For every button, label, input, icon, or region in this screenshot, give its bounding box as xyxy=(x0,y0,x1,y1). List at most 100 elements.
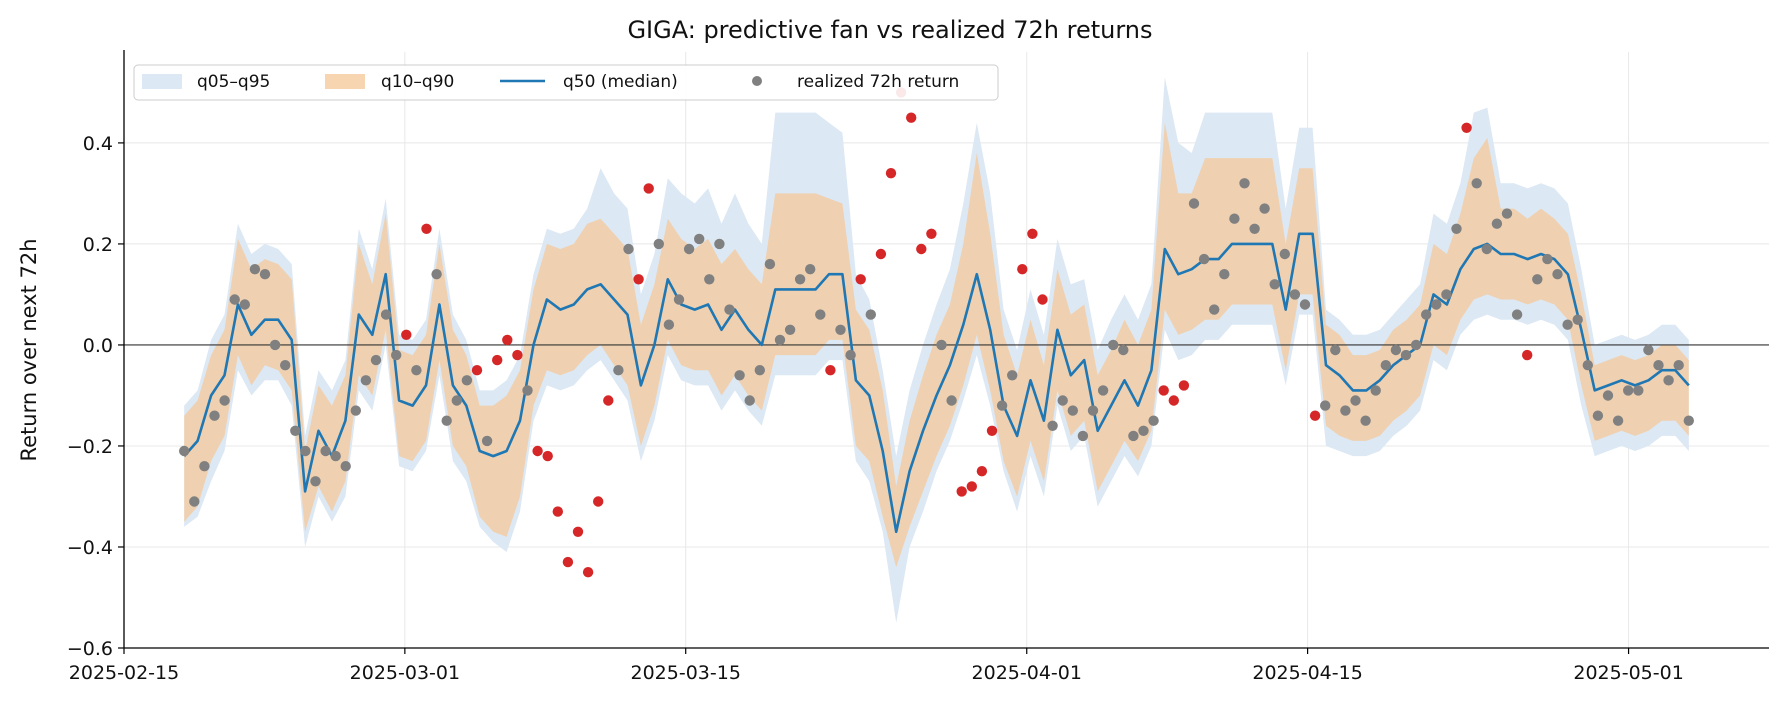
realized-point xyxy=(825,365,836,376)
chart-title: GIGA: predictive fan vs realized 72h ret… xyxy=(627,16,1152,44)
realized-point xyxy=(340,461,351,472)
realized-point xyxy=(603,395,614,406)
realized-point xyxy=(1511,309,1523,320)
realized-point xyxy=(976,466,988,477)
realized-point xyxy=(1421,309,1432,320)
realized-point xyxy=(1623,385,1634,396)
realized-point xyxy=(633,274,644,285)
realized-point xyxy=(1612,415,1624,426)
y-axis-label: Return over next 72h xyxy=(17,238,41,461)
x-tick-label: 2025-03-15 xyxy=(630,662,740,684)
realized-point xyxy=(451,395,462,406)
realized-point xyxy=(805,264,816,275)
realized-point xyxy=(835,324,846,335)
realized-point xyxy=(1350,395,1361,406)
realized-point xyxy=(996,400,1008,411)
realized-point xyxy=(1592,410,1604,421)
realized-point xyxy=(916,243,927,255)
realized-point xyxy=(320,445,331,457)
realized-point xyxy=(1168,395,1180,406)
realized-point xyxy=(1400,349,1412,361)
realized-point xyxy=(1017,264,1028,275)
realized-point xyxy=(1663,375,1674,386)
quantile-bands xyxy=(184,77,1689,623)
realized-point xyxy=(370,354,382,366)
realized-point xyxy=(481,435,493,447)
realized-point xyxy=(461,375,473,386)
realized-points xyxy=(179,87,1695,578)
realized-point xyxy=(360,375,372,386)
realized-point xyxy=(966,481,977,492)
realized-point xyxy=(310,476,321,487)
realized-point xyxy=(582,567,594,578)
realized-point xyxy=(704,274,715,285)
realized-point xyxy=(663,319,675,330)
axes xyxy=(123,50,1769,649)
realized-point xyxy=(229,294,240,305)
realized-point xyxy=(512,349,523,361)
realized-point xyxy=(1451,223,1462,234)
realized-point xyxy=(1209,304,1220,315)
realized-point xyxy=(593,496,604,507)
realized-point xyxy=(1027,228,1038,239)
realized-point xyxy=(794,274,806,285)
realized-point xyxy=(1410,339,1422,351)
realized-point xyxy=(421,223,432,234)
realized-point xyxy=(1673,360,1684,371)
legend-label: q50 (median) xyxy=(563,72,678,92)
realized-point xyxy=(492,354,503,366)
realized-point xyxy=(249,264,261,275)
realized-point xyxy=(562,556,574,568)
legend-label: realized 72h return xyxy=(797,72,959,92)
realized-point xyxy=(239,299,250,310)
realized-point xyxy=(411,365,422,376)
realized-point xyxy=(623,243,634,255)
y-tick-label: −0.4 xyxy=(67,537,113,559)
realized-point xyxy=(1390,344,1402,356)
realized-point xyxy=(280,360,291,371)
realized-point xyxy=(199,461,210,472)
realized-point xyxy=(845,349,856,361)
realized-point xyxy=(683,243,695,255)
realized-point xyxy=(764,258,776,270)
legend-swatch xyxy=(142,74,182,89)
realized-point xyxy=(1219,269,1230,280)
realized-point xyxy=(380,309,392,320)
legend-label: q05–q95 xyxy=(197,72,270,92)
y-tick-labels: −0.6 −0.4 −0.2 0.0 0.2 0.4 xyxy=(67,133,124,660)
realized-point xyxy=(694,233,705,245)
realized-point xyxy=(1481,243,1493,255)
realized-point xyxy=(855,274,866,285)
realized-point xyxy=(1653,360,1664,371)
realized-point xyxy=(1320,400,1331,411)
realized-point xyxy=(1178,380,1190,391)
realized-point xyxy=(1380,360,1392,371)
legend: q05–q95 q10–q90 q50 (median) realized 72h r… xyxy=(133,64,999,101)
realized-point xyxy=(441,415,452,426)
realized-point xyxy=(956,486,967,497)
realized-point xyxy=(1602,390,1614,401)
realized-point xyxy=(532,445,543,457)
realized-point xyxy=(1360,415,1371,426)
realized-point xyxy=(1067,405,1079,416)
y-tick-label: 0.4 xyxy=(83,133,113,155)
realized-point xyxy=(1643,344,1654,356)
realized-point xyxy=(1572,314,1583,325)
realized-point xyxy=(259,269,271,280)
realized-point xyxy=(219,395,230,406)
realized-point xyxy=(1087,405,1099,416)
realized-point xyxy=(1431,299,1442,310)
realized-point xyxy=(1097,385,1109,396)
realized-point xyxy=(209,410,220,421)
realized-point xyxy=(1461,122,1472,133)
realized-point xyxy=(1299,299,1311,310)
realized-point xyxy=(865,309,876,320)
realized-point xyxy=(734,370,745,381)
realized-point xyxy=(714,238,725,250)
realized-point xyxy=(1471,178,1482,189)
realized-point xyxy=(875,248,887,260)
realized-point xyxy=(522,385,533,396)
y-tick-label: −0.6 xyxy=(67,638,113,660)
realized-point xyxy=(815,309,826,320)
